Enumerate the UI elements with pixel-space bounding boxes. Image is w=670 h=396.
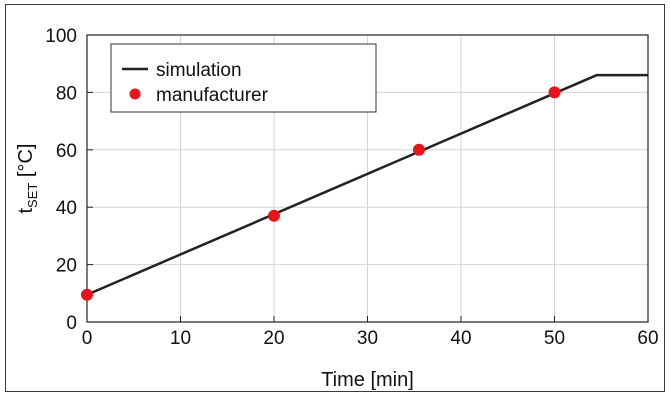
y-axis-title-subscript: SET bbox=[25, 183, 40, 208]
manufacturer-point bbox=[81, 288, 93, 301]
manufacturer-point bbox=[548, 86, 561, 99]
x-tick-label: 50 bbox=[544, 328, 565, 349]
y-tick-label: 0 bbox=[66, 313, 77, 334]
y-axis-title: tSET [°C] bbox=[15, 144, 40, 214]
y-tick-label: 20 bbox=[56, 256, 77, 277]
legend-box bbox=[110, 43, 377, 113]
x-tick-label: 60 bbox=[637, 328, 658, 349]
y-axis-title-main: t bbox=[15, 207, 37, 213]
legend: simulation manufacturer bbox=[110, 43, 377, 113]
x-axis-title: Time [min] bbox=[321, 369, 414, 391]
legend-manufacturer-swatch bbox=[129, 88, 141, 100]
x-tick-label: 20 bbox=[263, 328, 284, 349]
y-axis-title-unit: [°C] bbox=[15, 144, 37, 183]
x-tick-label: 40 bbox=[450, 328, 471, 349]
x-tick-label: 0 bbox=[82, 328, 93, 349]
y-tick-label: 80 bbox=[56, 83, 77, 104]
x-tick-label: 10 bbox=[170, 328, 191, 349]
manufacturer-point bbox=[412, 143, 425, 156]
y-tick-label: 60 bbox=[56, 141, 77, 162]
series-layer bbox=[81, 73, 648, 301]
y-tick-label: 40 bbox=[56, 198, 77, 219]
tick-labels: 0 10 20 30 40 50 60 0 20 40 60 80 100 bbox=[45, 26, 658, 349]
x-tick-label: 30 bbox=[357, 328, 378, 349]
manufacturer-point bbox=[268, 209, 280, 222]
simulation-line bbox=[86, 73, 648, 296]
legend-manufacturer-label: manufacturer bbox=[156, 85, 269, 106]
legend-simulation-label: simulation bbox=[156, 60, 242, 81]
y-tick-label: 100 bbox=[45, 26, 77, 47]
